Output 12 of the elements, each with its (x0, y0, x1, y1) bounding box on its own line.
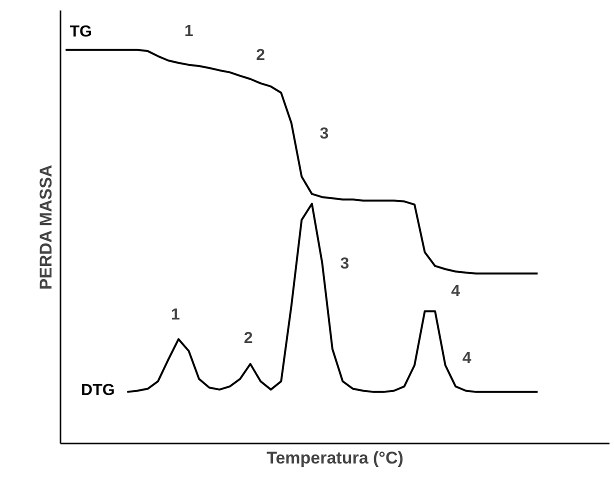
annotation: 3 (320, 126, 329, 143)
annotation: 2 (256, 46, 266, 64)
annotation: 4 (451, 282, 460, 300)
annotation: 4 (462, 350, 472, 367)
series-label: DTG (81, 382, 115, 399)
annotation: 2 (244, 330, 253, 348)
series-label: TG (70, 24, 92, 41)
text: 1 (184, 23, 194, 40)
annotation: 1 (170, 306, 180, 324)
y-axis-title: PERDA MASSA (36, 164, 56, 290)
annotation: 3 (340, 255, 350, 272)
x-axis-title: Temperatura (°C) (266, 448, 404, 468)
